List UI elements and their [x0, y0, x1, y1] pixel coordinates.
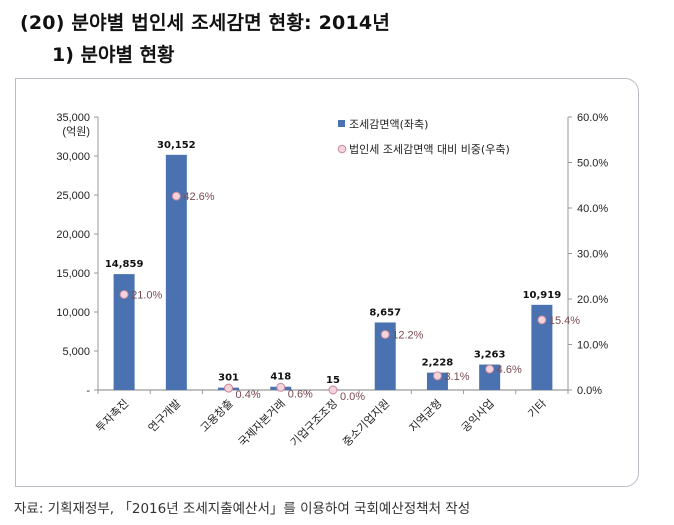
- bar-series: [113, 154, 553, 390]
- axes: - 5,000 10,000 15,000 20,000 25,000 30,000 35,0…: [56, 112, 608, 397]
- bar: [374, 322, 396, 390]
- chart-section-title: (20) 분야별 법인세 조세감면 현황: 2014년: [20, 12, 391, 34]
- ratio-value-label: 3.1%: [444, 371, 469, 383]
- ratio-value-label: 0.6%: [288, 388, 313, 400]
- category-label: 기타: [525, 397, 549, 421]
- bar-value-label: 30,152: [157, 140, 196, 151]
- legend-bar-label: 조세감면액(좌축): [349, 118, 428, 131]
- right-tick-label: 20.0%: [577, 294, 608, 306]
- right-tick-label: 50.0%: [577, 158, 608, 170]
- ratio-marker: [432, 371, 442, 381]
- ratio-marker: [537, 315, 547, 325]
- left-tick-label: 10,000: [56, 307, 90, 319]
- bar-value-label: 2,228: [422, 358, 454, 369]
- bar: [531, 304, 553, 390]
- bar: [426, 372, 448, 390]
- legend: 조세감면액(좌축) 법인세 조세감면액 대비 비중(우축): [337, 118, 510, 156]
- ratio-value-label: 0.4%: [236, 389, 261, 401]
- category-labels: 투자촉진 연구개발 고용창출 국제자본거래 기업구조조정 중소기업지원 지역균형 공익사업 기타: [93, 397, 549, 449]
- left-tick-label: -: [86, 385, 90, 397]
- chart-subtitle: 1) 분야별 현황: [52, 44, 175, 66]
- ratio-marker: [328, 385, 338, 395]
- category-label: 기업구조조정: [288, 397, 340, 449]
- data-labels: 14,859 21.0% 30,152 42.6% 301 0.4% 418 0.6% 150.…: [105, 140, 580, 403]
- ratio-value-label: 0.0%: [340, 391, 365, 403]
- category-label: 고용창출: [198, 397, 236, 435]
- bar-value-label: 3,263: [474, 350, 506, 361]
- bar: [479, 364, 501, 390]
- left-tick-label: 20,000: [56, 229, 90, 241]
- ratio-marker: [171, 191, 181, 201]
- left-axis-unit-label: (억원): [62, 125, 90, 138]
- bar: [113, 274, 135, 390]
- right-tick-label: 40.0%: [577, 203, 608, 215]
- category-label: 국제자본거래: [236, 397, 288, 449]
- left-tick-label: 15,000: [56, 268, 90, 280]
- right-tick-label: 10.0%: [577, 340, 608, 352]
- ratio-series: [119, 191, 547, 395]
- ratio-marker: [119, 289, 129, 299]
- left-tick-label: 30,000: [56, 151, 90, 163]
- ratio-value-label: 12.2%: [392, 329, 423, 341]
- category-label: 지역균형: [407, 397, 445, 435]
- left-tick-label: 5,000: [62, 346, 90, 358]
- category-label: 연구개발: [146, 397, 184, 435]
- ratio-value-label: 21.0%: [131, 289, 162, 301]
- right-tick-label: 0.0%: [577, 385, 602, 397]
- category-label: 투자촉진: [93, 397, 131, 435]
- bar: [165, 154, 187, 390]
- bar-value-label: 10,919: [523, 290, 562, 301]
- source-note: 자료: 기획재정부, 「2016년 조세지출예산서」를 이용하여 국회예산정책처…: [14, 501, 471, 517]
- legend-marker-label: 법인세 조세감면액 대비 비중(우축): [349, 143, 510, 156]
- ratio-value-label: 4.6%: [497, 364, 522, 376]
- bar-value-label: 418: [270, 372, 291, 383]
- chart-frame: [15, 78, 639, 487]
- right-tick-label: 30.0%: [577, 249, 608, 261]
- legend-bar-swatch: [338, 120, 345, 127]
- bar-value-label: 15: [326, 375, 340, 386]
- category-label: 공익사업: [459, 397, 497, 435]
- ratio-marker: [380, 329, 390, 339]
- ratio-marker: [276, 382, 286, 392]
- ratio-value-label: 15.4%: [549, 315, 580, 327]
- bar-value-label: 14,859: [105, 259, 144, 270]
- ratio-value-label: 42.6%: [183, 191, 214, 203]
- legend-marker-swatch: [337, 144, 347, 154]
- ratio-marker: [224, 383, 234, 393]
- ratio-marker: [485, 364, 495, 374]
- category-label: 중소기업지원: [340, 397, 392, 449]
- right-tick-label: 60.0%: [577, 112, 608, 124]
- left-tick-label: 25,000: [56, 190, 90, 202]
- bar-value-label: 8,657: [369, 307, 401, 318]
- left-tick-label: 35,000: [56, 112, 90, 124]
- bar-value-label: 301: [218, 373, 239, 384]
